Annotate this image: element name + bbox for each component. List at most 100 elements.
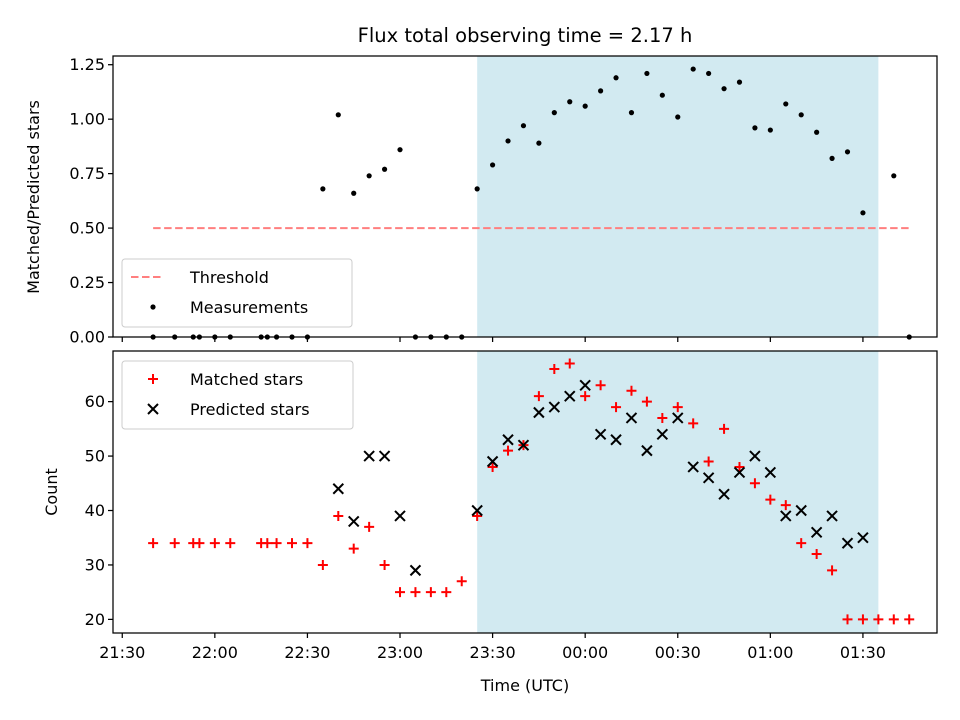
chart-title: Flux total observing time = 2.17 h [358,24,693,47]
matched-star-point [271,538,282,549]
y-tick-label: 40 [85,501,105,520]
legend-matched-swatch [148,374,158,384]
measurement-point [536,140,542,146]
predicted-star-point [687,461,699,473]
observing-window-shade [477,56,879,337]
matched-star-point [503,445,514,456]
matched-star-point [333,510,344,521]
x-tick-label: 00:00 [562,643,608,662]
matched-star-point [657,412,668,423]
matched-star-point [425,587,436,598]
measurement-point [860,210,866,216]
matched-star-point [302,538,313,549]
x-tick-label: 22:30 [284,643,330,662]
measurement-point [829,155,835,161]
predicted-star-point [810,526,823,538]
predicted-star-point [533,406,545,419]
measurement-point [844,149,851,155]
measurement-point [351,190,357,196]
ratio-panel: 0.00 0.25 0.50 0.75 1.00 1.25 Matched/Predict… [24,55,938,347]
x-tick-label: 01:00 [747,643,793,662]
predicted-star-point [780,510,792,522]
measurement-point [582,103,588,109]
axes-frame-top [112,55,938,338]
predicted-star-point [594,428,607,441]
matched-star-point [549,363,560,374]
legend-predicted-swatch [147,403,159,415]
x-tick-label: 01:30 [840,643,886,662]
predicted-star-point [826,510,838,522]
measurement-point [551,110,557,116]
x-tick-label: 23:00 [377,643,423,662]
y-tick-label: 50 [85,447,105,466]
observing-window-shade [477,351,879,633]
matched-star-point [379,559,390,570]
legend-measurements-swatch [150,304,156,310]
y-axis-label-count: Count [42,468,61,516]
matched-star-point [580,391,591,402]
matched-star-point [410,587,421,598]
predicted-star-point [656,428,669,441]
matched-star-point [842,614,853,625]
matched-star-point [595,380,606,391]
predicted-star-point [363,450,375,462]
y-tick-label: 0.00 [69,328,105,347]
matched-star-point [395,587,406,598]
matched-star-point [209,538,220,549]
measurement-point [798,112,804,118]
x-axis-ticks-bottom: 21:30 22:00 22:30 23:00 23:30 00:00 00:30 01:00… [99,633,886,662]
y-tick-label: 20 [85,610,105,629]
measurement-point [814,129,820,135]
x-tick-label: 00:30 [655,643,701,662]
predicted-star-point [857,532,869,544]
measurement-point [505,138,511,144]
measurement-point [520,123,527,129]
matched-star-point [348,543,359,554]
axes-frame-bottom [112,350,938,634]
matched-star-point [765,494,776,505]
y-tick-label: 30 [85,555,105,574]
x-tick-label: 21:30 [99,643,145,662]
y-tick-label: 60 [85,392,105,411]
measurement-point [320,186,326,192]
legend-bottom: Matched stars Predicted stars [121,360,354,430]
legend-label-measurements: Measurements [190,298,308,317]
legend-entries-bottom: Matched stars Predicted stars [147,370,310,419]
predicted-star-point [394,510,406,522]
measurement-point [675,114,681,120]
measurement-point [659,92,665,98]
measurement-point [613,75,619,81]
measurement-point [474,186,480,192]
predicted-star-point [749,450,761,462]
matched-star-point [641,396,652,407]
count-panel: 20 30 40 50 60 21:30 22:00 22:30 23:00 23:30 00:0… [42,350,938,695]
matched-star-point [873,614,884,625]
predicted-star-point [564,390,576,402]
predicted-star-point [733,466,746,479]
predicted-star-point [764,466,777,479]
y-tick-label: 0.75 [69,164,105,183]
matched-star-point [749,478,760,489]
measurement-point [567,99,573,105]
matched-star-point [626,385,637,396]
matched-star-point [456,576,467,587]
predicted-star-point [348,515,360,528]
measurement-point [366,173,372,179]
predicted-star-point [641,444,653,457]
y-tick-label: 0.50 [69,219,105,238]
measurement-point [767,127,773,133]
matched-star-point [472,510,483,521]
matched-star-point [441,587,452,598]
measurement-point [690,66,696,72]
measurement-point [489,162,496,168]
legend-label-threshold: Threshold [189,268,269,287]
predicted-star-point [610,434,622,446]
predicted-star-point [625,412,638,424]
predicted-star-point [841,537,854,549]
y-tick-label: 0.25 [69,273,105,292]
y-axis-ticks-top: 0.00 0.25 0.50 0.75 1.00 1.25 [69,55,113,347]
measurement-point [644,70,650,77]
matched-star-point [225,538,236,549]
legend-label-matched: Matched stars [190,370,303,389]
